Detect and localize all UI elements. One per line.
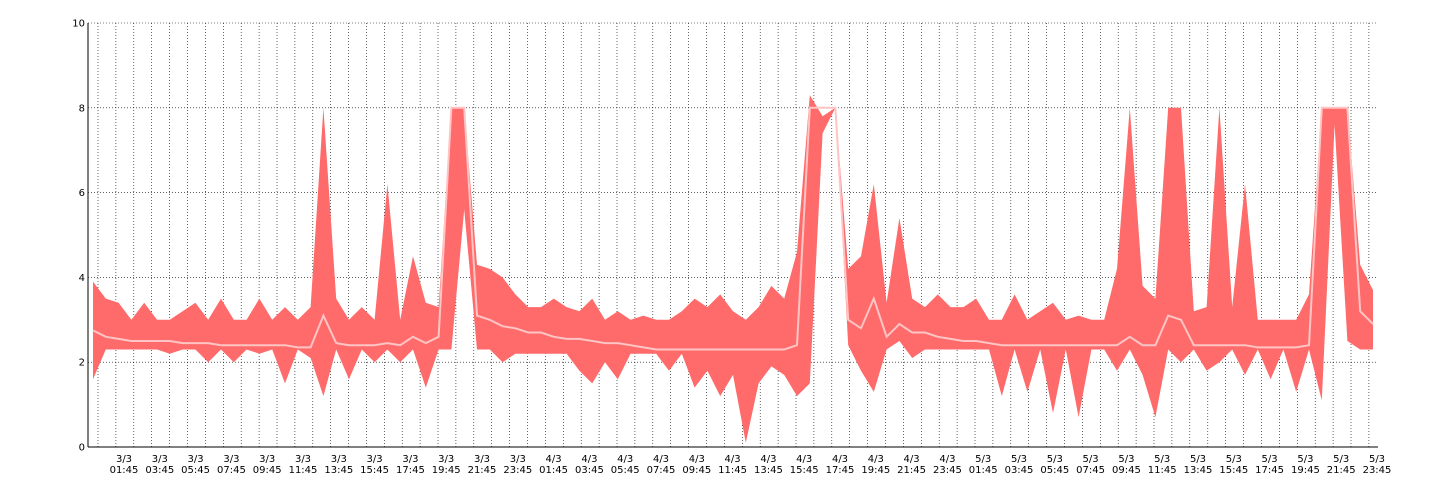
x-tick-label-date: 5/3 [1226,454,1242,465]
x-tick-label-time: 17:45 [1255,465,1284,476]
x-tick-label-date: 5/3 [1369,454,1385,465]
x-tick-label-time: 13:45 [324,465,353,476]
x-tick-label-time: 05:45 [181,465,210,476]
x-tick-label-date: 4/3 [904,454,920,465]
x-tick-label-date: 5/3 [1011,454,1027,465]
x-tick-label-time: 23:45 [933,465,962,476]
x-tick-label-date: 4/3 [725,454,741,465]
x-tick-label-time: 23:45 [503,465,532,476]
average-line-path [92,106,1374,351]
y-tick-label: 4 [79,273,85,284]
x-tick-label-time: 09:45 [253,465,282,476]
x-tick-label-date: 5/3 [1047,454,1063,465]
y-tick-label: 6 [79,188,85,199]
x-tick-labels: 3/301:453/303:453/305:453/307:453/309:45… [110,454,1392,476]
x-tick-label-time: 17:45 [826,465,855,476]
x-tick-label-time: 01:45 [110,465,139,476]
x-tick-label-time: 05:45 [1040,465,1069,476]
x-tick-label-date: 4/3 [546,454,562,465]
axes [87,23,1378,448]
average-line [92,106,1374,351]
x-tick-label-date: 3/3 [188,454,204,465]
x-tick-label-time: 19:45 [861,465,890,476]
x-tick-label-date: 4/3 [653,454,669,465]
x-tick-label-date: 3/3 [295,454,311,465]
x-tick-label-time: 13:45 [1184,465,1213,476]
x-tick-label-date: 3/3 [510,454,526,465]
x-tick-label-time: 03:45 [575,465,604,476]
x-tick-label-date: 3/3 [474,454,490,465]
y-tick-label: 8 [79,103,85,114]
x-tick-label-date: 3/3 [367,454,383,465]
x-tick-label-time: 07:45 [647,465,676,476]
x-tick-label-time: 11:45 [289,465,318,476]
x-tick-label-date: 4/3 [689,454,705,465]
x-tick-label-time: 19:45 [1291,465,1320,476]
x-tick-label-time: 09:45 [1112,465,1141,476]
x-tick-label-date: 5/3 [1262,454,1278,465]
x-tick-label-date: 3/3 [402,454,418,465]
y-tick-label: 10 [72,19,85,30]
x-tick-label-date: 4/3 [868,454,884,465]
x-tick-label-date: 5/3 [1118,454,1134,465]
x-tick-label-time: 07:45 [1076,465,1105,476]
x-tick-label-time: 19:45 [432,465,461,476]
x-tick-label-date: 5/3 [1297,454,1313,465]
x-tick-label-date: 5/3 [975,454,991,465]
x-tick-label-time: 21:45 [468,465,497,476]
x-tick-label-time: 01:45 [969,465,998,476]
x-tick-label-time: 11:45 [718,465,747,476]
x-tick-label-time: 13:45 [754,465,783,476]
x-tick-label-date: 4/3 [796,454,812,465]
x-tick-label-date: 3/3 [331,454,347,465]
x-tick-label-time: 23:45 [1363,465,1392,476]
x-tick-label-date: 3/3 [116,454,132,465]
x-tick-label-date: 3/3 [259,454,275,465]
x-tick-label-date: 3/3 [438,454,454,465]
x-tick-label-time: 15:45 [360,465,389,476]
x-tick-label-time: 01:45 [539,465,568,476]
x-tick-label-date: 4/3 [939,454,955,465]
x-tick-label-time: 15:45 [790,465,819,476]
x-tick-label-date: 5/3 [1083,454,1099,465]
x-tick-label-date: 4/3 [617,454,633,465]
y-tick-label: 2 [79,358,85,369]
min-max-band [93,95,1373,443]
x-tick-label-time: 09:45 [682,465,711,476]
x-tick-label-time: 21:45 [1327,465,1356,476]
y-tick-labels: 0 2 4 6 8 10 [72,19,85,454]
x-tick-label-date: 5/3 [1154,454,1170,465]
x-tick-label-time: 07:45 [217,465,246,476]
x-tick-label-time: 03:45 [145,465,174,476]
x-tick-label-time: 03:45 [1005,465,1034,476]
x-tick-label-time: 11:45 [1148,465,1177,476]
y-tick-label: 0 [79,443,85,454]
x-tick-label-time: 05:45 [611,465,640,476]
x-tick-label-date: 4/3 [760,454,776,465]
x-tick-label-date: 3/3 [152,454,168,465]
x-tick-label-time: 17:45 [396,465,425,476]
x-tick-label-date: 3/3 [223,454,239,465]
x-tick-label-date: 5/3 [1190,454,1206,465]
x-tick-label-date: 5/3 [1333,454,1349,465]
x-tick-label-time: 15:45 [1219,465,1248,476]
x-tick-label-date: 4/3 [581,454,597,465]
x-tick-label-date: 4/3 [832,454,848,465]
x-tick-label-time: 21:45 [897,465,926,476]
min-max-band-area [93,95,1373,443]
